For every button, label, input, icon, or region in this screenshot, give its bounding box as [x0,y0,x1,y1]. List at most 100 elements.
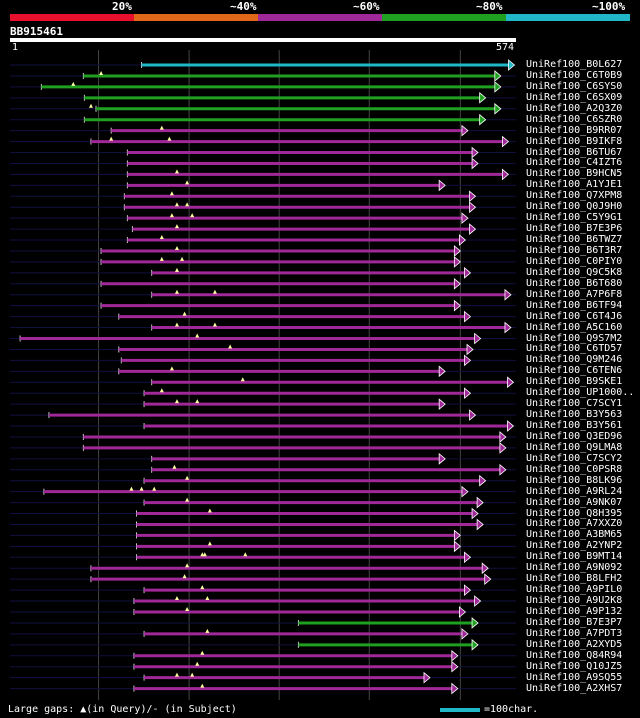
hit-name-link[interactable]: UniRef100_A5C160 [526,321,623,333]
hit-arrow [504,321,512,334]
query-gap-marker [195,333,200,338]
hit-name-link[interactable]: UniRef100_A2XYD5 [526,638,623,650]
hit-name-link[interactable]: UniRef100_A1YJE1 [526,179,623,191]
hit-name-link[interactable]: UniRef100_B9IKF8 [526,135,623,147]
query-gap-marker [174,672,179,677]
hit-name-link[interactable]: UniRef100_UP1000.. [526,387,635,399]
hit-arrow [466,343,474,356]
query-gap-marker [174,202,179,207]
legend-label-20: 20% [112,0,132,13]
hit-arrow [453,256,461,268]
hit-name-link[interactable]: UniRef100_B9HCN5 [526,168,623,180]
hit-name-link[interactable]: UniRef100_B6T3R7 [526,244,623,256]
hit-name-link[interactable]: UniRef100_C7SCY1 [526,398,623,410]
hit-name-link[interactable]: UniRef100_C6SX09 [526,91,623,103]
hit-name-link[interactable]: UniRef100_B8LK96 [526,474,623,486]
hit-arrow [453,540,461,553]
hit-arrow [461,628,469,640]
hit-name-link[interactable]: UniRef100_C0PIY0 [526,255,623,267]
query-gap-marker [180,256,185,261]
hit-arrow [458,234,467,246]
hit-arrow [502,168,510,181]
hit-name-link[interactable]: UniRef100_Q9C5K8 [526,266,623,278]
hit-arrow [461,212,469,225]
query-gap-marker [185,563,190,568]
hit-arrow [476,518,484,531]
hit-arrow [469,190,477,203]
legend-label-40: ~40% [230,0,257,13]
hit-arrow [423,671,431,684]
hit-name-link[interactable]: UniRef100_Q0J9H0 [526,201,623,213]
hit-name-link[interactable]: UniRef100_A3BM65 [526,529,623,541]
hit-name-link[interactable]: UniRef100_A9U2K8 [526,595,623,607]
hit-name-link[interactable]: UniRef100_B8LFH2 [526,573,623,585]
query-bar [10,38,516,42]
hit-name-link[interactable]: UniRef100_A7XXZ0 [526,518,623,530]
hit-name-link[interactable]: UniRef100_Q9LMA8 [526,441,623,453]
hit-name-link[interactable]: UniRef100_B9MT14 [526,551,623,563]
hit-name-link[interactable]: UniRef100_A2YNP2 [526,540,623,552]
hit-arrow [464,310,472,323]
legend-segment [506,14,630,21]
query-gap-marker [182,311,187,316]
hit-name-link[interactable]: UniRef100_B6TU67 [526,146,623,158]
hit-name-link[interactable]: UniRef100_B3Y561 [526,420,623,432]
query-gap-marker [200,552,205,557]
query-gap-marker [200,650,205,655]
hit-name-link[interactable]: UniRef100_A7PDT3 [526,627,623,639]
hit-name-link[interactable]: UniRef100_B6TWZ7 [526,234,623,246]
hit-arrow [504,288,512,301]
hit-name-link[interactable]: UniRef100_B3Y563 [526,409,623,421]
hit-name-link[interactable]: UniRef100_Q9M246 [526,354,623,366]
hit-name-link[interactable]: UniRef100_C6T4J6 [526,310,623,322]
query-gap-marker [205,596,210,601]
hit-name-link[interactable]: UniRef100_A2Q3Z0 [526,102,623,114]
hit-name-link[interactable]: UniRef100_C5Y9G1 [526,212,623,224]
hit-name-link[interactable]: UniRef100_C4IZT6 [526,157,623,169]
hit-name-link[interactable]: UniRef100_A9NK07 [526,496,623,508]
query-gap-marker [109,136,114,141]
hit-name-link[interactable]: UniRef100_A2XHS7 [526,682,623,694]
hit-name-link[interactable]: UniRef100_C0PSR8 [526,463,623,475]
query-gap-marker [169,366,174,371]
query-gap-marker [167,136,172,141]
hit-arrow [474,332,482,345]
query-gap-marker [159,256,164,261]
hit-name-link[interactable]: UniRef100_Q10JZ5 [526,660,623,672]
hit-arrow [471,507,479,520]
hit-name-link[interactable]: UniRef100_Q7XPM8 [526,190,623,202]
hit-name-link[interactable]: UniRef100_B7E3P6 [526,223,623,235]
hit-name-link[interactable]: UniRef100_B9RR07 [526,124,623,136]
hit-name-link[interactable]: UniRef100_A9PIL0 [526,584,623,596]
query-gap-marker [174,245,179,250]
hit-name-link[interactable]: UniRef100_A9P132 [526,606,623,617]
hit-name-link[interactable]: UniRef100_B6T680 [526,277,623,289]
hit-name-link[interactable]: UniRef100_Q84R94 [526,649,623,661]
query-gap-marker [174,267,179,272]
query-gap-marker [207,541,212,546]
hit-arrow [464,354,472,367]
hit-name-link[interactable]: UniRef100_C6SZR0 [526,113,623,125]
hit-name-link[interactable]: UniRef100_C6TEN6 [526,365,623,377]
hit-name-link[interactable]: UniRef100_C6TD57 [526,343,623,355]
query-gap-marker [195,399,200,404]
hit-name-link[interactable]: UniRef100_A7P6F8 [526,288,623,300]
hit-name-link[interactable]: UniRef100_Q9S7M2 [526,332,623,344]
hit-name-link[interactable]: UniRef100_C6T0B9 [526,69,623,81]
hit-name-link[interactable]: UniRef100_C7SCY2 [526,452,623,464]
hit-arrow [471,638,479,651]
hit-name-link[interactable]: UniRef100_B0L627 [526,59,623,70]
hit-arrow [507,376,515,389]
hit-name-link[interactable]: UniRef100_Q3ED96 [526,430,623,442]
hit-name-link[interactable]: UniRef100_Q8H395 [526,507,623,519]
hit-name-link[interactable]: UniRef100_A9N092 [526,562,623,574]
hit-name-link[interactable]: UniRef100_B6TF94 [526,299,623,311]
query-gap-marker [228,344,233,349]
hit-arrow [451,682,459,695]
hit-name-link[interactable]: UniRef100_B9SKE1 [526,376,623,388]
hit-name-link[interactable]: UniRef100_A9RL24 [526,485,623,497]
hit-name-link[interactable]: UniRef100_C6SYS0 [526,80,623,92]
hit-arrow [502,135,510,148]
hit-name-link[interactable]: UniRef100_A9SQ55 [526,671,623,683]
hit-name-link[interactable]: UniRef100_B7E3P7 [526,616,623,628]
